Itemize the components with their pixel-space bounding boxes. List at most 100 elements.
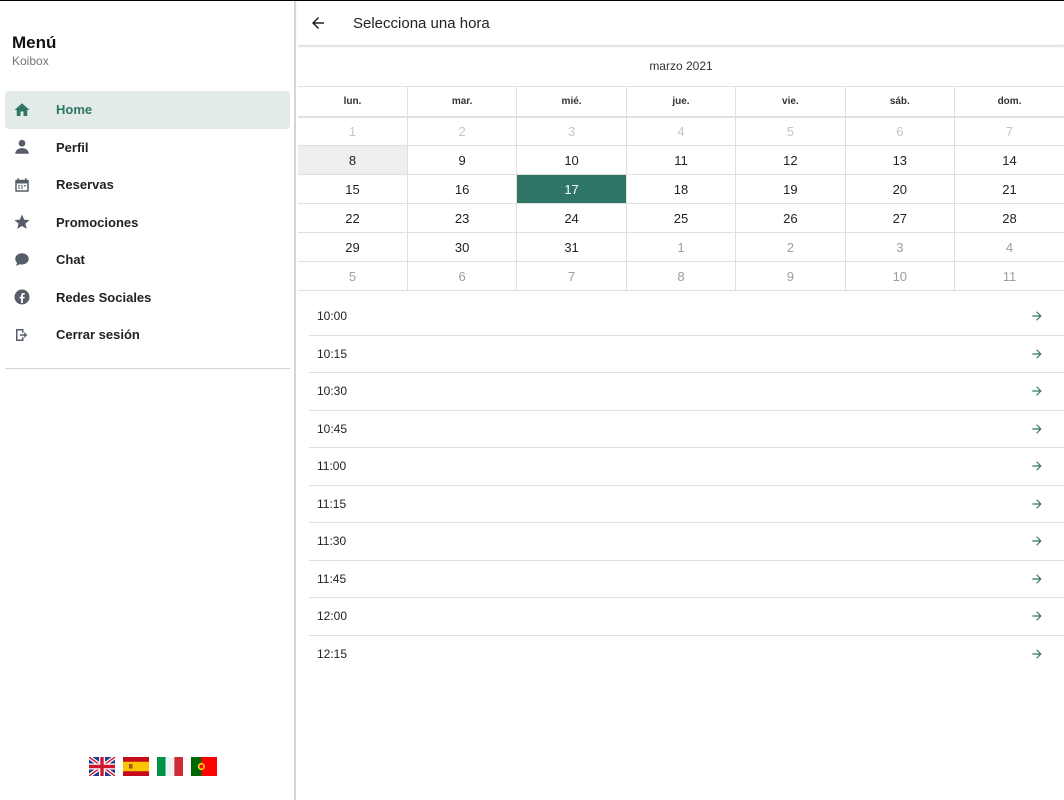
time-slot[interactable]: 11:15 bbox=[309, 486, 1064, 523]
sidebar-item-redes-sociales[interactable]: Redes Sociales bbox=[5, 279, 290, 317]
weekday-label: lun. bbox=[298, 86, 408, 118]
top-border bbox=[0, 0, 1064, 1]
weekday-label: vie. bbox=[735, 86, 846, 118]
time-slot-label: 10:15 bbox=[317, 346, 348, 361]
calendar-month-label: marzo 2021 bbox=[649, 59, 713, 73]
calendar-day[interactable]: 10 bbox=[516, 145, 627, 175]
weekday-label: sáb. bbox=[844, 86, 956, 118]
calendar-day-today[interactable]: 8 bbox=[298, 145, 408, 175]
spain-flag-icon[interactable] bbox=[123, 757, 149, 776]
calendar-day[interactable]: 9 bbox=[406, 145, 518, 175]
calendar-day[interactable]: 21 bbox=[954, 174, 1064, 204]
calendar-day[interactable]: 14 bbox=[954, 145, 1064, 175]
language-selector bbox=[89, 757, 217, 776]
calendar-day[interactable]: 7 bbox=[954, 116, 1064, 146]
time-slot[interactable]: 12:00 bbox=[309, 598, 1064, 636]
arrow-right-icon bbox=[1030, 534, 1044, 548]
calendar-day[interactable]: 15 bbox=[298, 174, 408, 204]
time-slot-label: 10:00 bbox=[317, 309, 348, 324]
sidebar-item-cerrar-sesion[interactable]: Cerrar sesión bbox=[5, 316, 290, 354]
time-slot-label: 11:15 bbox=[317, 496, 347, 511]
calendar-day[interactable]: 22 bbox=[298, 203, 408, 233]
time-slot[interactable]: 10:15 bbox=[309, 336, 1064, 373]
calendar-day[interactable]: 18 bbox=[625, 174, 737, 204]
weekday-label: mié. bbox=[516, 86, 627, 118]
time-slot-label: 12:15 bbox=[317, 647, 348, 662]
calendar-day[interactable]: 24 bbox=[516, 203, 627, 233]
time-slot[interactable]: 10:30 bbox=[309, 373, 1064, 411]
weekday-label: dom. bbox=[954, 86, 1064, 118]
time-slot[interactable]: 10:45 bbox=[309, 411, 1064, 448]
sidebar-item-perfil[interactable]: Perfil bbox=[5, 129, 290, 167]
time-slot-label: 10:30 bbox=[317, 384, 348, 399]
calendar-day-selected[interactable]: 17 bbox=[516, 174, 627, 204]
back-button[interactable] bbox=[298, 3, 338, 43]
calendar-day[interactable]: 1 bbox=[298, 116, 408, 146]
sidebar-divider bbox=[5, 368, 290, 369]
calendar-week-row: 8 9 10 11 12 13 14 bbox=[298, 145, 1064, 175]
uk-flag-icon[interactable] bbox=[89, 757, 115, 776]
app-header: Selecciona una hora bbox=[298, 1, 1064, 46]
sidebar-item-label: Home bbox=[56, 102, 93, 118]
calendar-day[interactable]: 19 bbox=[735, 174, 846, 204]
star-icon bbox=[13, 213, 31, 231]
calendar-day-next-month[interactable]: 11 bbox=[954, 261, 1064, 291]
time-slot[interactable]: 10:00 bbox=[309, 298, 1064, 336]
calendar-day[interactable]: 16 bbox=[406, 174, 518, 204]
calendar-day[interactable]: 27 bbox=[844, 203, 956, 233]
main-content: Selecciona una hora marzo 2021 lun. mar.… bbox=[298, 1, 1064, 800]
time-slot-list: 10:00 10:15 10:30 10:45 11:00 11:15 11:3… bbox=[298, 298, 1064, 673]
portugal-flag-icon[interactable] bbox=[191, 757, 217, 776]
time-slot[interactable]: 11:45 bbox=[309, 561, 1064, 598]
calendar-day[interactable]: 23 bbox=[406, 203, 518, 233]
arrow-right-icon bbox=[1030, 459, 1044, 473]
sidebar-item-home[interactable]: Home bbox=[5, 91, 290, 129]
calendar-day[interactable]: 3 bbox=[516, 116, 627, 146]
arrow-right-icon bbox=[1030, 647, 1044, 661]
calendar-grid: lun. mar. mié. jue. vie. sáb. dom. 1 2 3… bbox=[298, 86, 1064, 291]
arrow-right-icon bbox=[1030, 609, 1044, 623]
calendar-day-next-month[interactable]: 7 bbox=[516, 261, 627, 291]
calendar-day[interactable]: 28 bbox=[954, 203, 1064, 233]
italy-flag-icon[interactable] bbox=[157, 757, 183, 776]
calendar-day[interactable]: 31 bbox=[516, 232, 627, 262]
calendar-day-next-month[interactable]: 8 bbox=[625, 261, 737, 291]
time-slot-label: 10:45 bbox=[317, 421, 348, 436]
calendar-day[interactable]: 30 bbox=[406, 232, 518, 262]
sidebar-item-reservas[interactable]: Reservas bbox=[5, 166, 290, 204]
time-slot[interactable]: 12:15 bbox=[309, 636, 1064, 674]
calendar-day[interactable]: 12 bbox=[735, 145, 846, 175]
logout-icon bbox=[13, 326, 31, 344]
calendar-day[interactable]: 26 bbox=[735, 203, 846, 233]
calendar-day[interactable]: 4 bbox=[625, 116, 737, 146]
sidebar-item-chat[interactable]: Chat bbox=[5, 241, 290, 279]
time-slot[interactable]: 11:30 bbox=[309, 523, 1064, 561]
menu-title: Menú bbox=[12, 33, 57, 52]
calendar-day-next-month[interactable]: 9 bbox=[735, 261, 846, 291]
calendar-day[interactable]: 20 bbox=[844, 174, 956, 204]
calendar-day-next-month[interactable]: 3 bbox=[844, 232, 956, 262]
sidebar-item-promociones[interactable]: Promociones bbox=[5, 204, 290, 242]
time-slot[interactable]: 11:00 bbox=[309, 448, 1064, 486]
calendar-day[interactable]: 11 bbox=[625, 145, 737, 175]
calendar-day[interactable]: 6 bbox=[844, 116, 956, 146]
calendar-day-next-month[interactable]: 6 bbox=[406, 261, 518, 291]
calendar-day-next-month[interactable]: 4 bbox=[954, 232, 1064, 262]
calendar-day-next-month[interactable]: 1 bbox=[625, 232, 737, 262]
weekday-label: jue. bbox=[625, 86, 737, 118]
calendar-day[interactable]: 13 bbox=[844, 145, 956, 175]
calendar-day-next-month[interactable]: 5 bbox=[298, 261, 408, 291]
calendar-week-row: 22 23 24 25 26 27 28 bbox=[298, 203, 1064, 233]
time-slot-label: 11:00 bbox=[317, 459, 347, 474]
calendar-day-next-month[interactable]: 10 bbox=[844, 261, 956, 291]
calendar-day-next-month[interactable]: 2 bbox=[735, 232, 846, 262]
calendar-day[interactable]: 25 bbox=[625, 203, 737, 233]
calendar-day[interactable]: 29 bbox=[298, 232, 408, 262]
calendar-day[interactable]: 5 bbox=[735, 116, 846, 146]
time-slot-label: 12:00 bbox=[317, 609, 348, 624]
calendar-day[interactable]: 2 bbox=[406, 116, 518, 146]
sidebar: Menú Koibox Home Perfil Reservas Promo bbox=[0, 1, 296, 800]
arrow-left-icon bbox=[312, 17, 324, 29]
calendar-week-row: 5 6 7 8 9 10 11 bbox=[298, 261, 1064, 291]
sidebar-item-label: Promociones bbox=[56, 214, 139, 230]
